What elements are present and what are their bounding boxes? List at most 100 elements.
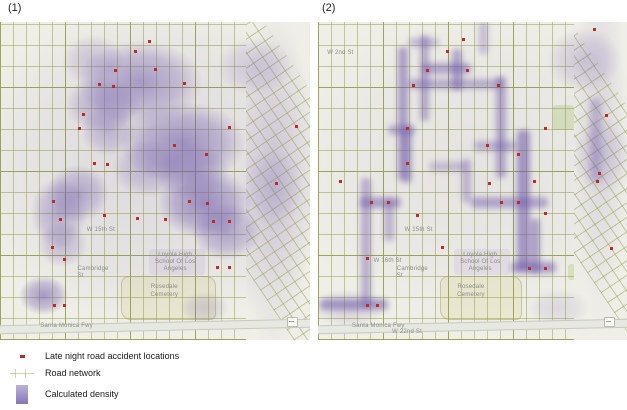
- accident-marker-icon: [19, 354, 25, 358]
- accident-point: [486, 144, 490, 148]
- accident-point: [597, 172, 601, 176]
- map-label: Santa Monica Fwy: [40, 322, 93, 329]
- map-label: W 2nd St: [327, 49, 354, 56]
- legend-symbol-cell: [8, 368, 36, 378]
- accident-points-layer: [318, 22, 627, 340]
- accident-point: [604, 113, 608, 117]
- accident-point: [82, 112, 86, 116]
- accident-point: [59, 217, 63, 221]
- accident-point: [228, 265, 232, 269]
- map-attribution-icon: [286, 317, 298, 328]
- legend-label-road-network: Road network: [45, 368, 101, 378]
- accident-point: [387, 200, 391, 204]
- accident-point: [97, 83, 101, 86]
- map-label: Loyola High School Of Los Angeles: [154, 251, 196, 273]
- accident-point: [415, 214, 419, 218]
- accident-point: [216, 265, 219, 269]
- accident-point: [461, 37, 465, 41]
- accident-point: [172, 144, 176, 148]
- accident-point: [274, 181, 278, 185]
- map-label: Cambridge St: [77, 266, 109, 280]
- accident-point: [499, 200, 503, 204]
- accident-point: [148, 40, 152, 44]
- accident-point: [528, 267, 532, 271]
- accident-point: [338, 180, 342, 183]
- legend-item-road-network: Road network: [8, 366, 101, 380]
- accident-point: [411, 83, 415, 87]
- map-label: W 22nd St: [392, 329, 422, 336]
- legend-label-density: Calculated density: [45, 389, 119, 399]
- accident-point: [183, 82, 187, 86]
- accident-point: [211, 220, 215, 224]
- density-patch-icon: [16, 384, 28, 404]
- map-label: W 16th St: [373, 258, 402, 265]
- accident-point: [445, 49, 449, 53]
- accident-point: [133, 49, 137, 53]
- legend: Late night road accident locations Road …: [8, 348, 328, 406]
- accident-point: [92, 161, 96, 165]
- accident-point: [487, 181, 491, 185]
- panel-2-label: (2): [322, 2, 336, 14]
- accident-point: [497, 83, 501, 87]
- diagonal-road-grid: [246, 22, 310, 340]
- legend-label-accidents: Late night road accident locations: [45, 351, 180, 361]
- accident-point: [516, 152, 520, 156]
- road-network-icon: [10, 368, 34, 378]
- accident-point: [154, 68, 157, 72]
- accident-point: [102, 214, 106, 218]
- network-density-map: W 2nd St W 15th St W 16th St Cambridge St Lo…: [318, 22, 627, 340]
- map-attribution-icon: [603, 317, 615, 328]
- map-label: Cambridge St: [396, 266, 428, 280]
- legend-item-density: Calculated density: [8, 384, 119, 404]
- accident-point: [62, 257, 66, 261]
- accident-point: [440, 246, 444, 250]
- accident-point: [426, 69, 430, 73]
- accident-point: [51, 246, 55, 250]
- map-label: W 15th St: [404, 227, 433, 234]
- accident-point: [544, 267, 548, 271]
- accident-point: [205, 152, 209, 156]
- map-label: W 15th St: [86, 227, 115, 234]
- accident-point: [544, 212, 548, 216]
- legend-symbol-cell: [8, 354, 36, 358]
- map-label: Rosedale Cemetery: [457, 284, 485, 298]
- accident-point: [596, 180, 600, 183]
- accident-point: [366, 256, 370, 260]
- accident-point: [163, 217, 167, 221]
- accident-point: [516, 200, 520, 204]
- accident-point: [206, 201, 210, 205]
- accident-point: [136, 216, 140, 220]
- accident-point: [532, 180, 536, 183]
- accident-point: [52, 304, 56, 308]
- accident-point: [405, 126, 409, 130]
- accident-point: [295, 124, 299, 128]
- diagonal-road-grid: [574, 22, 627, 340]
- legend-item-accidents: Late night road accident locations: [8, 349, 179, 363]
- accident-point: [188, 200, 192, 204]
- accident-point: [592, 27, 596, 31]
- kernel-density-map: Loyola High School Of Los Angeles Rosedal…: [0, 22, 310, 340]
- accident-point: [228, 125, 232, 129]
- accident-point: [370, 200, 374, 204]
- map-label: Santa Monica Fwy: [351, 322, 405, 329]
- accident-point: [366, 304, 370, 308]
- accident-point: [405, 161, 409, 165]
- accident-point: [78, 126, 82, 130]
- accident-point: [544, 126, 548, 130]
- panel-1-label: (1): [8, 2, 22, 14]
- accident-point: [465, 69, 469, 73]
- accident-point: [114, 69, 117, 73]
- accident-point: [52, 200, 55, 204]
- map-labels-layer: W 2nd St W 15th St W 16th St Cambridge St Lo…: [318, 22, 627, 340]
- map-labels-layer: Loyola High School Of Los Angeles Rosedal…: [0, 22, 310, 340]
- legend-symbol-cell: [8, 384, 36, 404]
- map-label: Rosedale Cemetery: [150, 284, 179, 298]
- accident-point: [376, 304, 380, 308]
- accident-point: [105, 163, 109, 167]
- map-label: Loyola High School Of Los Angeles: [460, 251, 501, 273]
- accident-points-layer: [0, 22, 310, 340]
- accident-point: [112, 84, 116, 88]
- accident-point: [62, 304, 66, 308]
- accident-point: [609, 247, 613, 251]
